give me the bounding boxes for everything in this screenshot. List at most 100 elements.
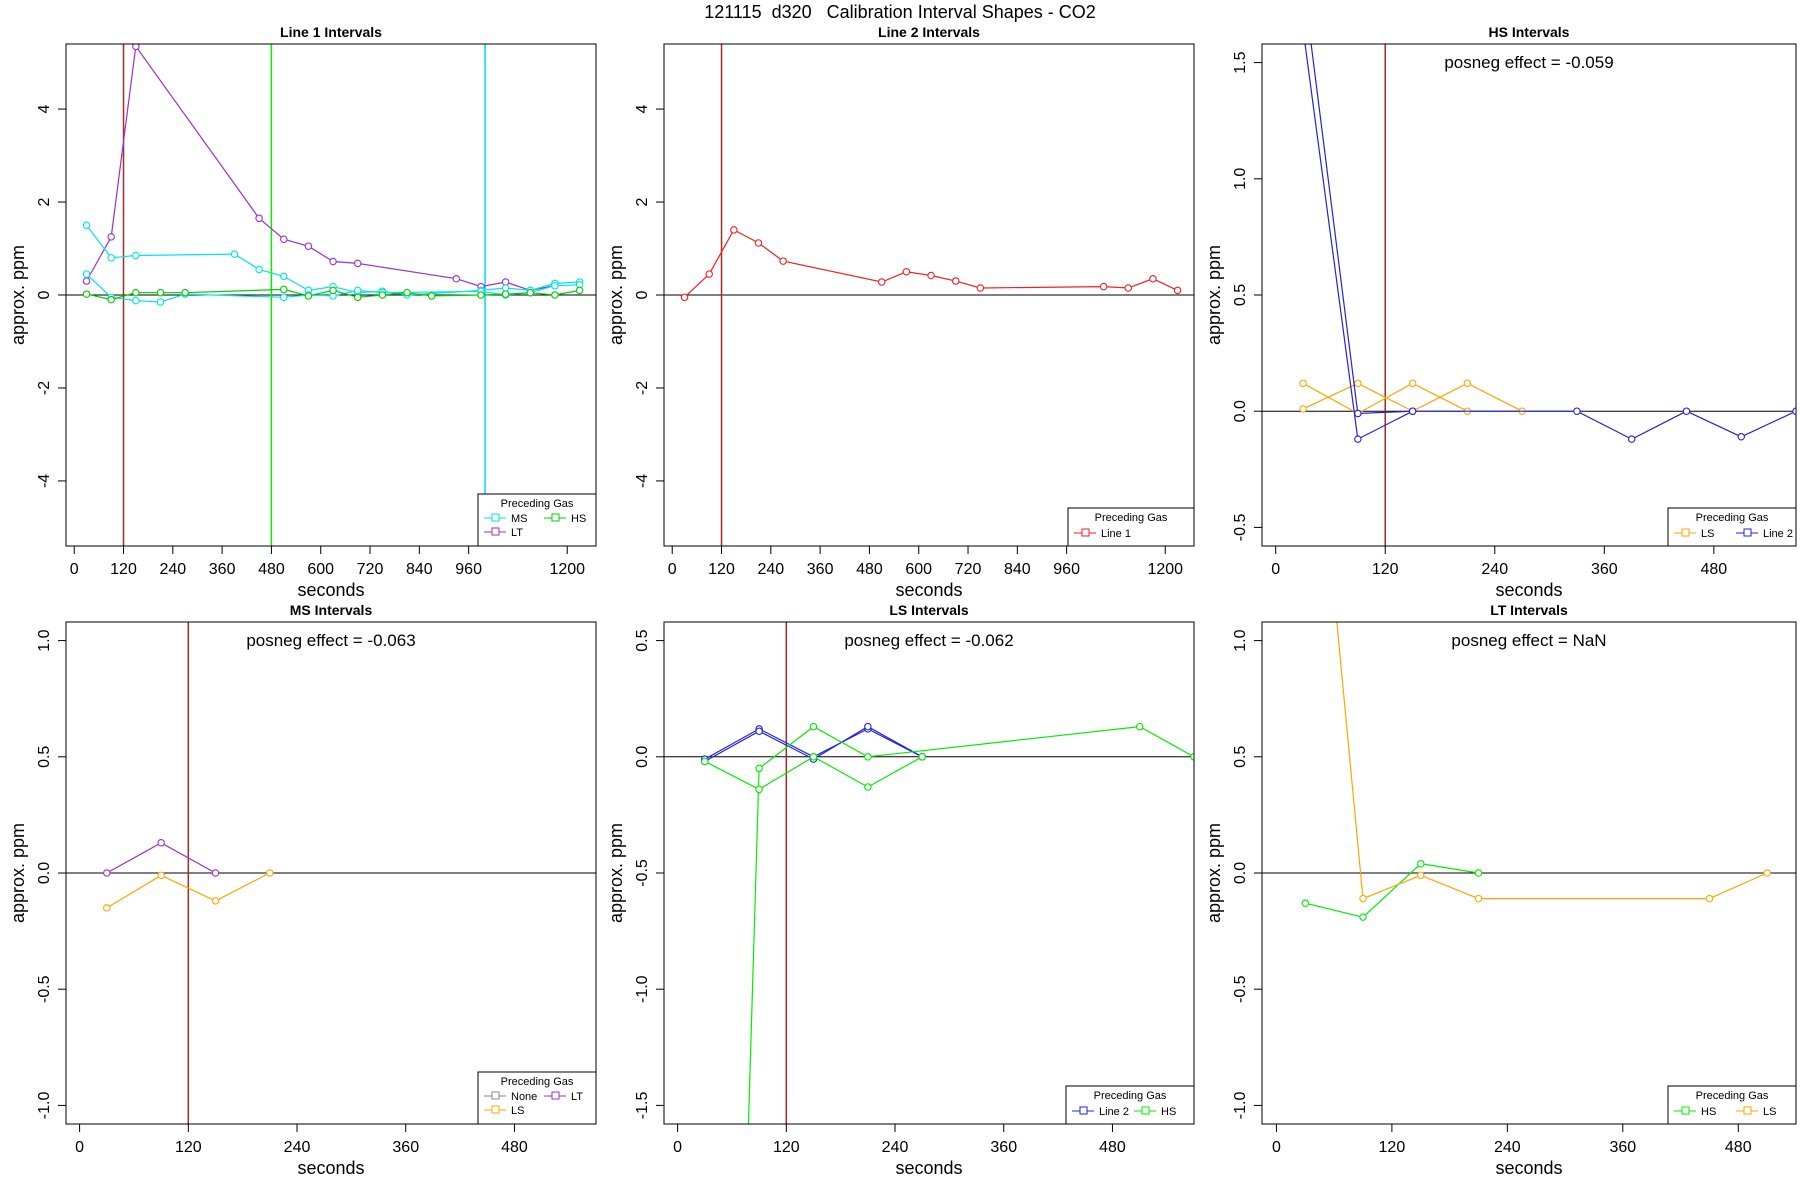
data-point xyxy=(1190,753,1194,761)
data-point xyxy=(730,226,738,234)
plot-frame xyxy=(1261,621,1797,1125)
y-tick-label: 0.0 xyxy=(1232,862,1249,884)
data-point xyxy=(1792,407,1796,415)
legend: Preceding Gas MS HS LT xyxy=(477,493,597,547)
data-point xyxy=(1354,409,1362,418)
data-point xyxy=(1359,913,1367,921)
x-tick-label: 360 xyxy=(807,561,834,578)
y-tick-label: -4 xyxy=(36,474,53,488)
legend: Preceding Gas HS LS xyxy=(1667,1085,1797,1125)
x-tick-label: 360 xyxy=(392,1139,419,1156)
legend-marker xyxy=(491,1091,500,1100)
x-tick-label: 960 xyxy=(1053,561,1080,578)
y-tick-label: -1.0 xyxy=(36,1092,53,1120)
x-tick-label: 480 xyxy=(258,561,285,578)
legend-marker xyxy=(491,513,500,522)
data-point xyxy=(132,288,140,297)
data-point xyxy=(1354,435,1362,443)
data-point xyxy=(1705,894,1714,903)
y-tick-label: -2 xyxy=(36,381,53,395)
x-axis-label: seconds xyxy=(1495,1158,1562,1178)
y-tick-label: -4 xyxy=(634,474,651,488)
y-axis-label: approx. ppm xyxy=(1204,823,1224,923)
x-tick-label: 480 xyxy=(1099,1139,1126,1156)
data-point xyxy=(304,292,313,300)
data-point xyxy=(501,278,510,286)
y-tick-label: -1.0 xyxy=(634,975,651,1003)
data-point xyxy=(255,265,263,274)
x-tick-label: 0 xyxy=(1271,561,1280,578)
legend-title: Preceding Gas xyxy=(501,498,574,510)
plot-area xyxy=(664,44,1194,546)
data-point xyxy=(755,785,763,794)
plot-area xyxy=(664,622,1194,1124)
legend-label: HS xyxy=(1161,1106,1176,1118)
y-tick-label: 0 xyxy=(634,290,651,299)
data-point xyxy=(927,271,935,280)
panel-title: Line 2 Intervals xyxy=(878,24,980,40)
data-point xyxy=(809,753,818,761)
legend-marker xyxy=(551,1091,560,1100)
data-point xyxy=(452,274,461,283)
legend-label: Line 1 xyxy=(1101,528,1131,540)
x-tick-label: 720 xyxy=(955,561,982,578)
y-axis-label: approx. ppm xyxy=(8,823,28,923)
chart-panel-4: MS Intervals seconds approx. ppm 0 120 240 360… xyxy=(8,602,597,1178)
data-point xyxy=(181,288,189,297)
data-point xyxy=(1474,894,1483,903)
series-line xyxy=(1304,44,1796,441)
plot-frame xyxy=(663,43,1195,547)
y-tick-label: 0.0 xyxy=(36,862,53,884)
series-line xyxy=(1305,863,1479,918)
y-tick-label: 4 xyxy=(634,105,651,114)
legend: Preceding Gas Line 1 xyxy=(1067,507,1195,547)
data-point xyxy=(280,293,288,302)
panel-title: Line 1 Intervals xyxy=(280,24,382,40)
data-point xyxy=(1408,379,1417,388)
chart-panel-6: LT Intervals seconds approx. ppm 0 120 240 360… xyxy=(1204,591,1797,1178)
plot-frame xyxy=(65,43,597,547)
plot-area xyxy=(1262,44,1796,546)
data-point xyxy=(918,753,926,761)
data-point xyxy=(951,277,960,285)
x-axis-label: seconds xyxy=(1495,580,1562,600)
x-tick-label: 360 xyxy=(1609,1139,1636,1156)
x-tick-label: 360 xyxy=(1591,561,1618,578)
data-point xyxy=(211,869,220,877)
legend-title: Preceding Gas xyxy=(1696,1090,1769,1102)
legend-marker xyxy=(1743,528,1752,537)
legend-marker xyxy=(491,527,500,536)
data-point xyxy=(501,284,510,292)
data-point xyxy=(329,286,337,295)
legend: Preceding Gas None LT LS xyxy=(477,1071,597,1125)
data-point xyxy=(304,242,313,250)
plot-frame xyxy=(1261,43,1797,547)
data-point xyxy=(1359,894,1367,903)
data-point xyxy=(477,291,485,299)
data-point xyxy=(230,250,239,258)
x-tick-label: 0 xyxy=(75,1139,84,1156)
y-tick-label: 0.5 xyxy=(36,746,53,768)
legend-label: None xyxy=(511,1091,537,1103)
data-point xyxy=(1301,899,1310,907)
legend-label: LT xyxy=(511,527,523,539)
data-point xyxy=(403,288,411,297)
data-point xyxy=(1408,407,1417,415)
legend-marker xyxy=(1141,1106,1150,1115)
data-point xyxy=(864,783,872,791)
data-point xyxy=(1331,591,1337,597)
plot-frame xyxy=(663,621,1195,1125)
data-point xyxy=(680,293,689,302)
panel-title: LT Intervals xyxy=(1490,602,1568,618)
series-line xyxy=(747,725,1194,1124)
legend-marker xyxy=(1743,1106,1752,1115)
data-point xyxy=(754,239,763,247)
y-tick-label: -2 xyxy=(634,381,651,395)
data-point xyxy=(902,268,911,276)
x-tick-label: 480 xyxy=(501,1139,528,1156)
data-point xyxy=(1099,282,1108,291)
data-point xyxy=(211,897,220,905)
